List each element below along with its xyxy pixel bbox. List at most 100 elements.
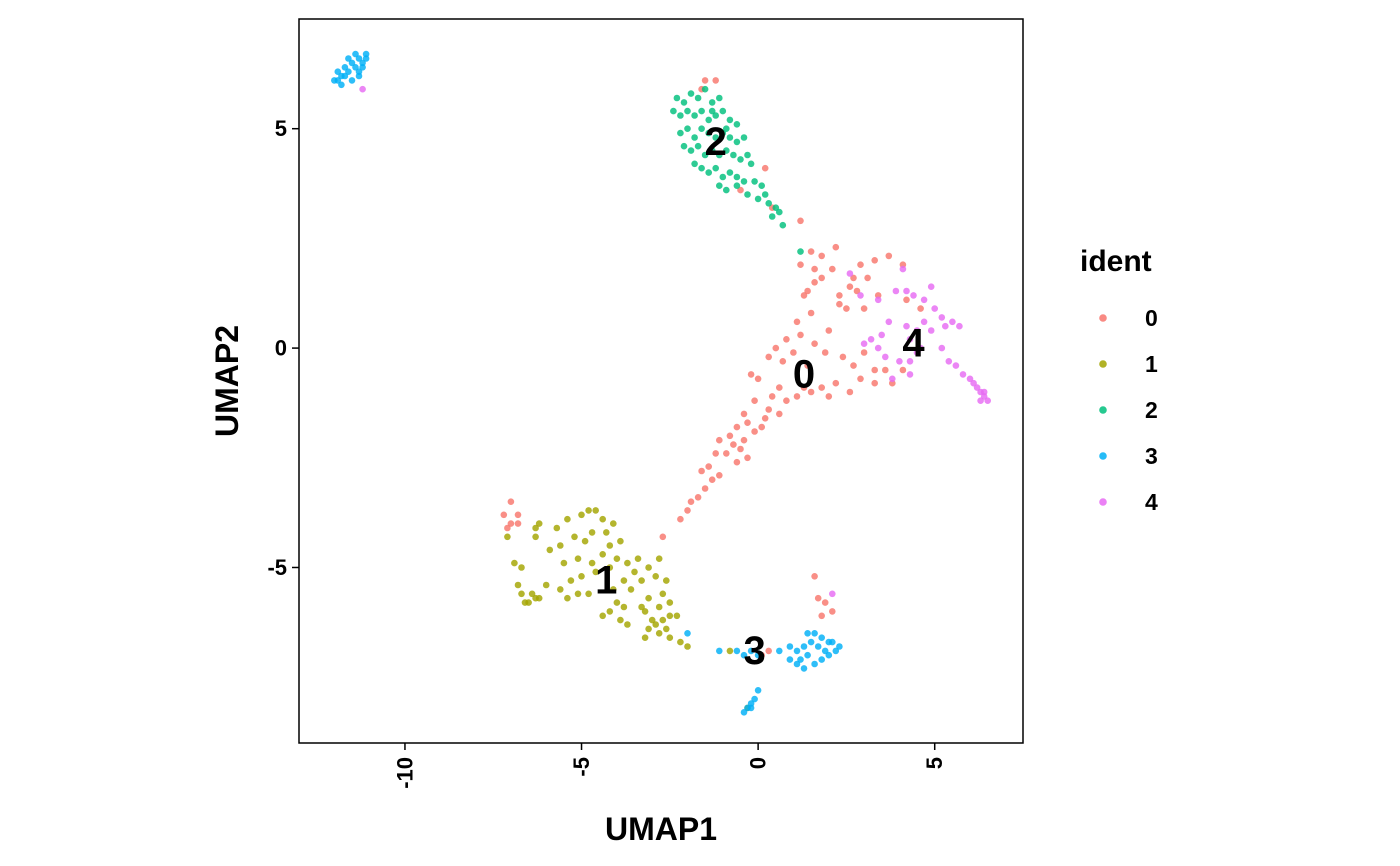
point-cluster-2 (698, 107, 705, 115)
point-cluster-3 (362, 55, 370, 62)
point-cluster-2 (744, 151, 751, 159)
point-cluster-0 (860, 349, 868, 356)
point-cluster-4 (892, 287, 900, 295)
point-cluster-4 (867, 336, 875, 343)
point-cluster-3 (804, 651, 811, 659)
point-cluster-0 (500, 511, 508, 519)
point-cluster-1 (624, 559, 631, 567)
point-cluster-0 (684, 507, 691, 514)
point-cluster-1 (631, 568, 638, 576)
point-cluster-1 (504, 533, 511, 541)
point-cluster-2 (705, 129, 712, 137)
point-cluster-0 (765, 406, 772, 413)
point-cluster-4 (970, 379, 977, 387)
point-cluster-3 (341, 72, 349, 80)
point-cluster-0 (846, 388, 854, 396)
point-cluster-2 (677, 112, 684, 119)
points-layer (331, 50, 991, 716)
point-cluster-3 (747, 647, 755, 655)
point-cluster-3 (800, 665, 808, 672)
point-cluster-4 (903, 287, 910, 295)
legend-entry-1: 1 (1099, 351, 1158, 377)
point-cluster-1 (532, 533, 539, 541)
point-cluster-2 (691, 112, 698, 119)
point-cluster-1 (659, 590, 667, 598)
point-cluster-2 (694, 94, 702, 102)
point-cluster-2 (691, 134, 698, 141)
point-cluster-0 (797, 217, 804, 225)
point-cluster-3 (348, 59, 356, 67)
point-cluster-4 (917, 344, 924, 352)
point-cluster-3 (341, 64, 349, 71)
point-cluster-3 (334, 68, 342, 75)
point-cluster-2 (761, 191, 769, 198)
point-cluster-3 (832, 647, 840, 655)
point-cluster-4 (927, 327, 935, 334)
point-cluster-2 (726, 134, 734, 141)
point-cluster-0 (747, 371, 755, 378)
point-cluster-1 (585, 590, 592, 598)
point-cluster-3 (807, 638, 815, 646)
point-cluster-3 (793, 660, 801, 668)
point-cluster-0 (740, 436, 748, 444)
point-cluster-2 (751, 178, 758, 185)
point-cluster-0 (818, 274, 825, 282)
point-cluster-0 (800, 292, 808, 299)
point-cluster-3 (818, 656, 825, 663)
point-cluster-1 (578, 573, 585, 580)
point-cluster-1 (666, 599, 674, 606)
point-cluster-2 (677, 129, 684, 137)
point-cluster-1 (606, 542, 614, 549)
point-cluster-4 (949, 318, 956, 326)
point-cluster-3 (345, 55, 352, 62)
point-cluster-1 (585, 507, 592, 514)
point-cluster-2 (684, 125, 691, 132)
point-cluster-0 (751, 397, 758, 405)
point-cluster-4 (959, 371, 967, 378)
point-cluster-2 (779, 221, 787, 229)
point-cluster-1 (521, 599, 529, 606)
point-cluster-4 (927, 283, 935, 291)
point-cluster-2 (684, 107, 691, 115)
point-cluster-0 (811, 279, 818, 286)
point-cluster-2 (744, 191, 751, 198)
y-tick-label: 0 (275, 336, 287, 361)
point-cluster-4 (889, 375, 896, 383)
point-cluster-0 (694, 494, 702, 501)
point-cluster-0 (793, 393, 801, 400)
point-cluster-4 (913, 349, 921, 356)
point-cluster-2 (708, 147, 716, 154)
point-cluster-1 (560, 559, 568, 567)
point-cluster-2 (691, 160, 698, 168)
point-cluster-1 (638, 577, 645, 584)
point-cluster-0 (776, 384, 783, 391)
point-cluster-2 (705, 116, 712, 124)
point-cluster-1 (514, 581, 522, 589)
point-cluster-3 (811, 660, 818, 668)
point-cluster-0 (804, 362, 811, 369)
point-cluster-1 (726, 647, 734, 655)
point-cluster-1 (620, 603, 628, 611)
point-cluster-4 (942, 322, 949, 330)
point-cluster-2 (726, 116, 734, 124)
legend-key (1099, 360, 1107, 368)
point-cluster-4 (977, 397, 984, 405)
point-cluster-4 (860, 340, 868, 348)
point-cluster-0 (825, 327, 833, 334)
point-cluster-1 (617, 537, 624, 545)
y-tick-label: 5 (275, 116, 287, 141)
series-3 (331, 50, 843, 716)
point-cluster-3 (348, 77, 356, 84)
point-cluster-0 (917, 305, 924, 312)
point-cluster-1 (652, 621, 659, 628)
point-cluster-1 (557, 586, 564, 593)
x-tick-label: -10 (393, 757, 418, 789)
point-cluster-0 (758, 423, 765, 431)
point-cluster-0 (712, 77, 719, 84)
point-cluster-3 (818, 634, 825, 641)
point-cluster-3 (716, 647, 723, 655)
point-cluster-2 (687, 90, 695, 97)
point-cluster-0 (836, 292, 843, 299)
point-cluster-0 (507, 498, 515, 506)
point-cluster-2 (716, 151, 723, 159)
